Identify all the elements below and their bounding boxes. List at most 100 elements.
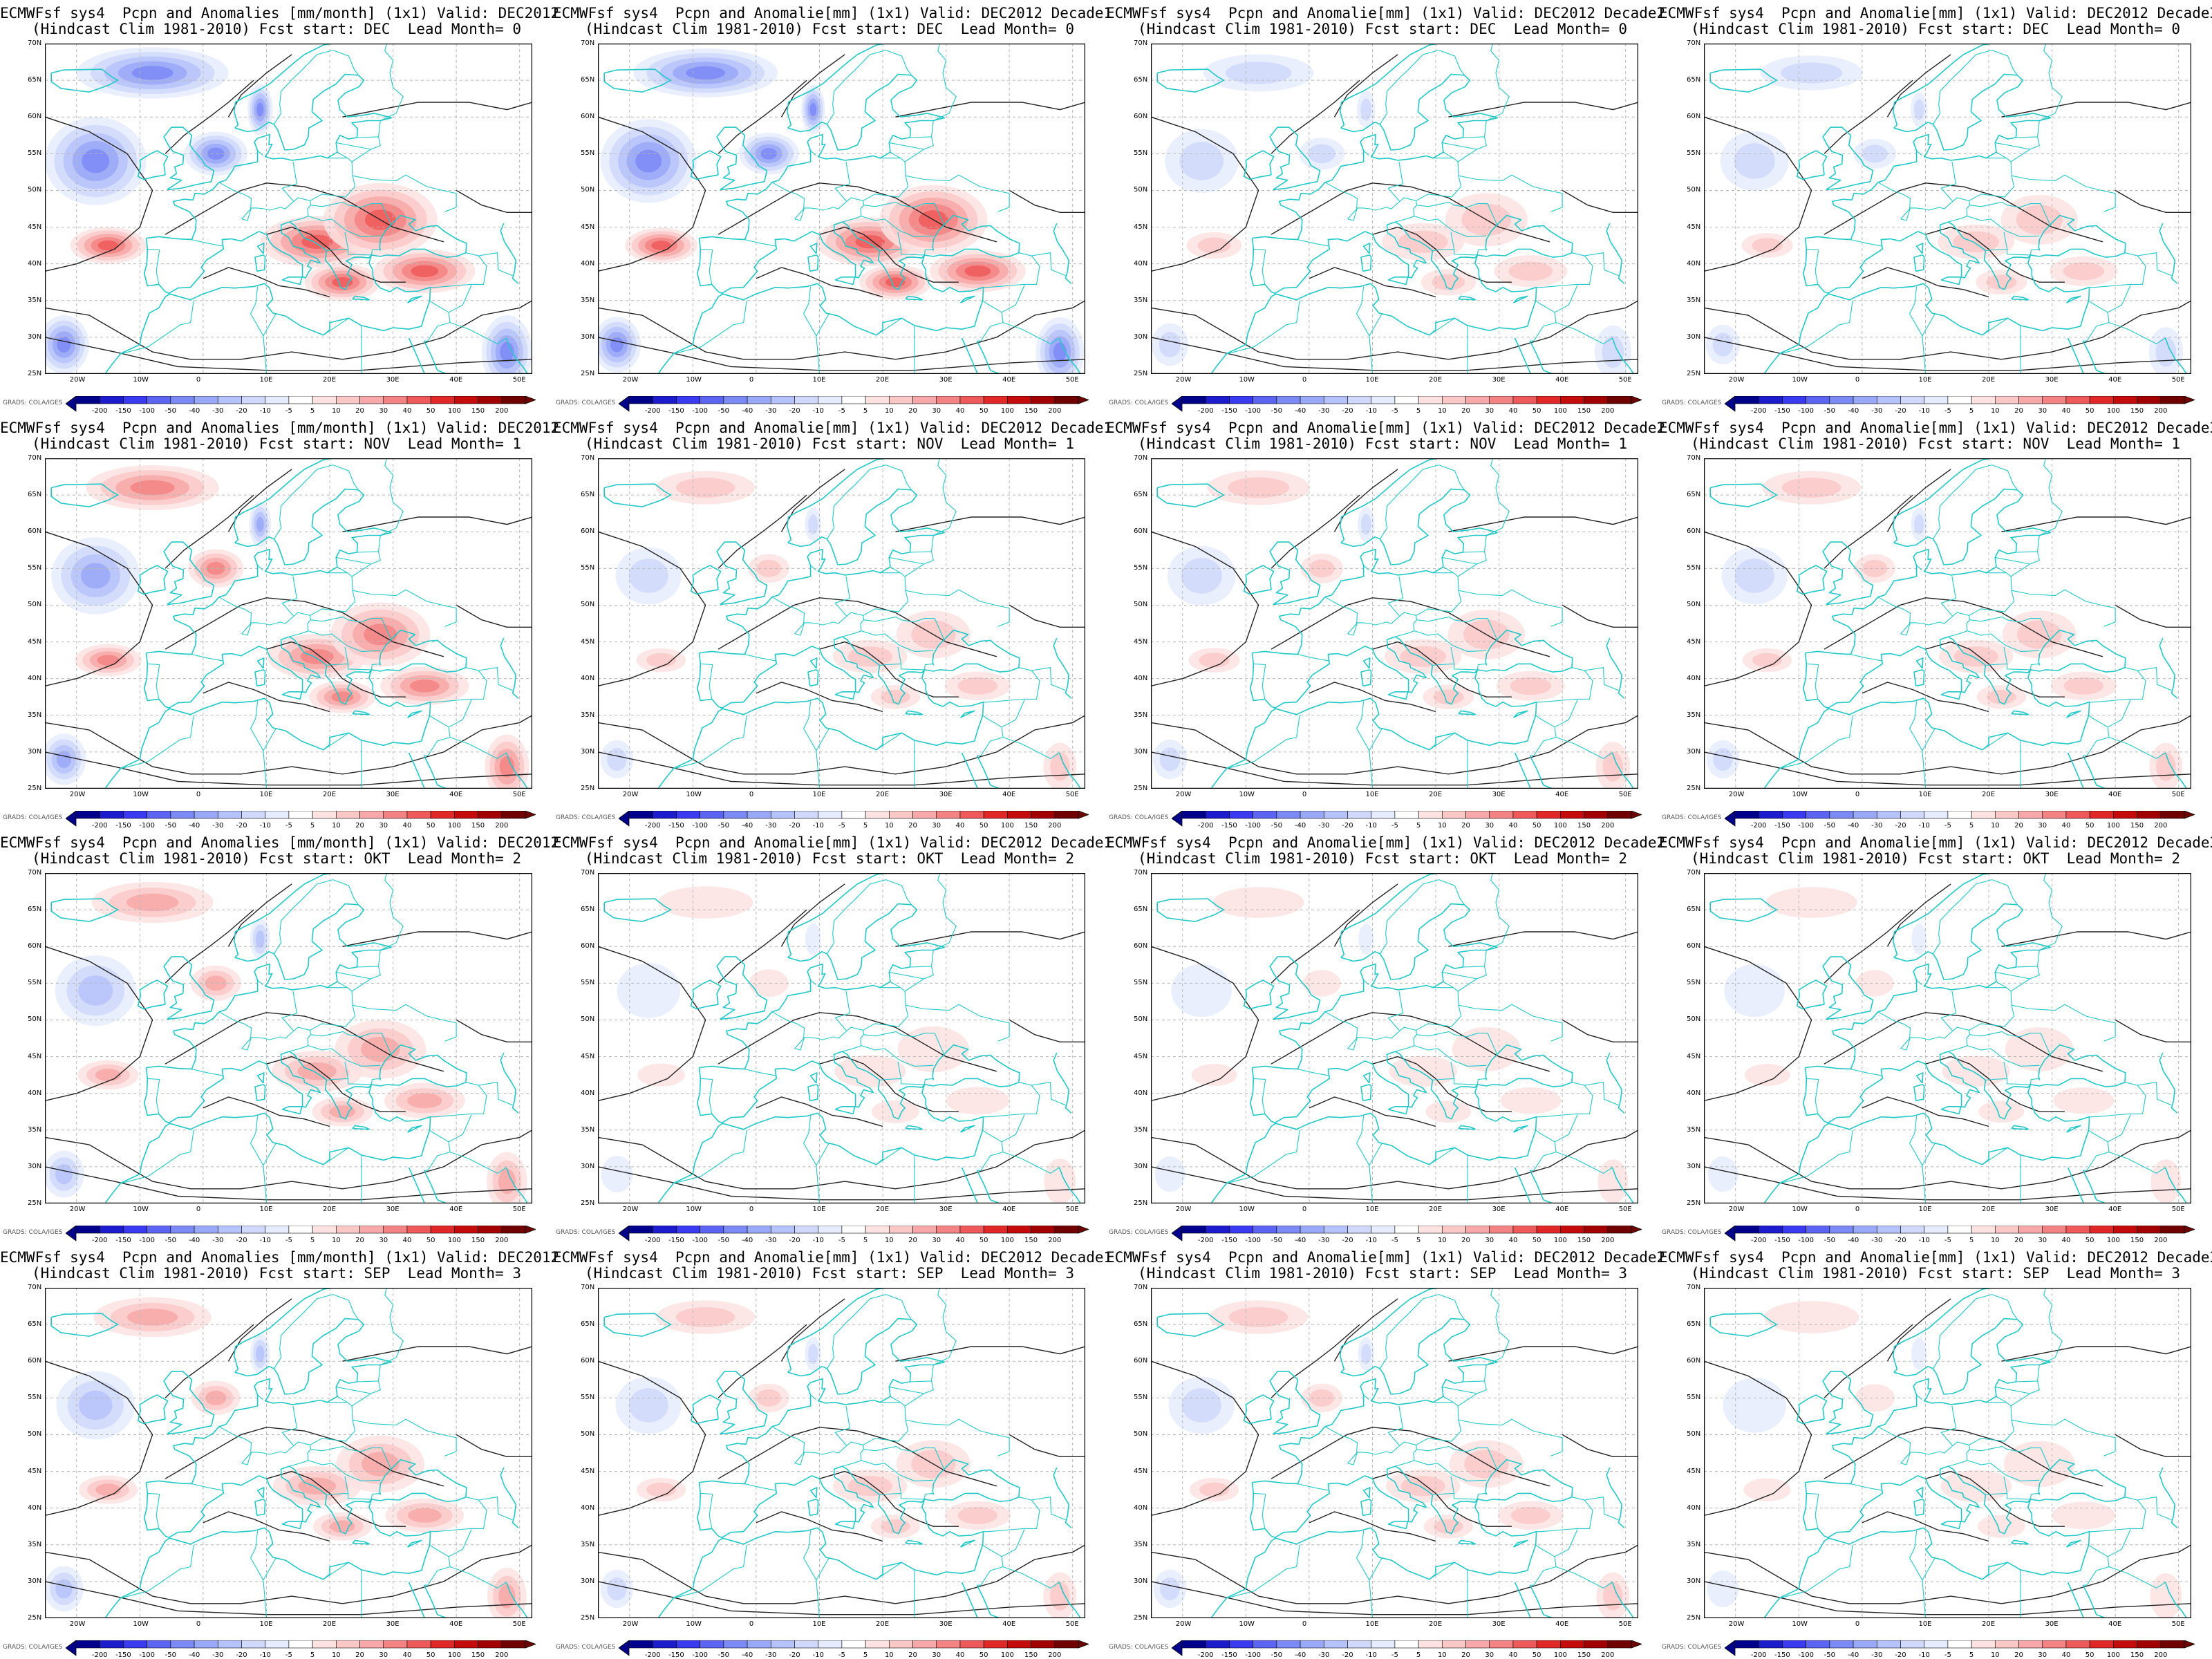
colorbar-swatch [1442,1226,1466,1234]
country-border [1584,667,1619,691]
colorbar-swatch [194,811,218,819]
coastline [921,1499,984,1537]
colorbar-tick-label: 150 [1024,822,1038,829]
dry-anomaly-area [607,747,627,771]
colorbar-swatch [1924,396,1949,404]
latitude-tick-label: 25N [581,1614,595,1622]
country-border [1991,879,2018,906]
country-border [863,1402,909,1445]
coastline [1394,636,1573,705]
longitude-tick-label: 20E [1429,1620,1443,1628]
panel-subtitle: (Hindcast Clim 1981-2010) Fcst start: DE… [1137,21,1627,37]
climatology-contour [456,189,532,213]
coastline [960,1539,975,1548]
latitude-tick-label: 50N [581,601,595,609]
country-border [1297,239,1330,247]
colorbar-swatch [1584,396,1609,404]
country-border [816,1557,830,1618]
latitude-tick-label: 45N [28,1467,42,1475]
colorbar-swatch [1560,1640,1584,1649]
colorbar-tick-label: -100 [1245,1237,1261,1244]
colorbar-swatch [1031,396,1056,404]
coastline [1387,1521,1409,1530]
longitude-tick-label: 20E [323,376,337,384]
latitude-tick-label: 45N [1134,1052,1148,1060]
country-border [2010,950,2040,992]
wet-anomaly-area [2150,1159,2182,1203]
wet-anomaly-area [880,689,910,704]
country-border [1932,50,1992,125]
coastline [1058,1582,1082,1618]
country-border [1806,1078,1819,1114]
colorbar-swatch [312,1640,337,1649]
colorbar-swatch [1631,811,1642,819]
longitude-tick-label: 40E [2108,1620,2122,1628]
latitude-tick-label: 50N [581,186,595,194]
dry-anomaly-area [500,341,514,362]
longitude-tick-label: 20E [323,1206,337,1213]
country-border [2083,727,2110,756]
coastline [2164,337,2188,374]
colorbar-swatch [1971,811,1996,819]
coastline [146,117,392,241]
coastline [500,223,519,284]
dry-anomaly-area [1308,144,1336,164]
colorbar-swatch [1181,1226,1206,1234]
coastline [379,214,467,253]
climatology-contour [342,102,532,118]
coastline [1513,710,1528,718]
grads-credit: GRADS: COLA/IGES [1662,1229,1722,1236]
coastline [1269,956,1321,1020]
country-border [834,991,851,1031]
latitude-tick-label: 50N [28,1430,42,1438]
climatology-contour [1372,1056,1512,1112]
colorbar-swatch [1394,1226,1419,1234]
latitude-tick-label: 65N [1687,1320,1701,1329]
country-border [905,1004,1010,1042]
country-border [1429,1562,1455,1580]
coastline [1802,231,1918,294]
wet-anomaly-area [1763,1301,1859,1333]
dry-anomaly-area [1781,62,1843,84]
country-border [1555,737,1613,760]
longitude-tick-label: 10E [1918,1620,1932,1628]
coastline [407,1539,422,1548]
colorbar-swatch [1876,811,1901,819]
country-border [1324,1426,1358,1464]
country-border [700,1492,713,1529]
country-border [1416,1031,1498,1055]
colorbar-tick-label: -50 [718,1237,729,1244]
climatology-contour [718,79,807,154]
coastline [699,117,945,241]
colorbar-swatch [194,396,218,404]
country-border [933,44,957,121]
latitude-tick-label: 40N [28,1089,42,1097]
latitude-tick-label: 55N [581,1394,595,1402]
climatology-contour [165,1324,254,1398]
coastline [905,710,924,715]
dry-anomaly-area [805,923,821,955]
map-frame [1151,44,1638,374]
climatology-contour [1704,1544,2191,1604]
colorbar-tick-label: 5 [1969,1237,1974,1244]
wet-anomaly-area [2063,677,2103,695]
colorbar-swatch [2137,396,2162,404]
coastline [1362,1072,1371,1084]
country-border [250,701,264,751]
longitude-tick-label: 50E [512,791,526,798]
country-border [1967,630,2040,652]
colorbar-swatch [454,1640,478,1649]
longitude-tick-label: 10W [1239,791,1255,798]
latitude-tick-label: 25N [1134,1199,1148,1207]
colorbar-swatch [383,396,408,404]
country-border [1877,597,1911,635]
coastline [1269,541,1321,606]
country-border [816,313,830,374]
colorbar-tick-label: 5 [1969,407,1974,414]
colorbar-swatch [841,1640,866,1649]
colorbar-swatch [1172,396,1183,412]
climatology-contour [1562,604,1638,628]
climatology-contour [1151,531,1259,686]
colorbar-swatch [312,811,337,819]
